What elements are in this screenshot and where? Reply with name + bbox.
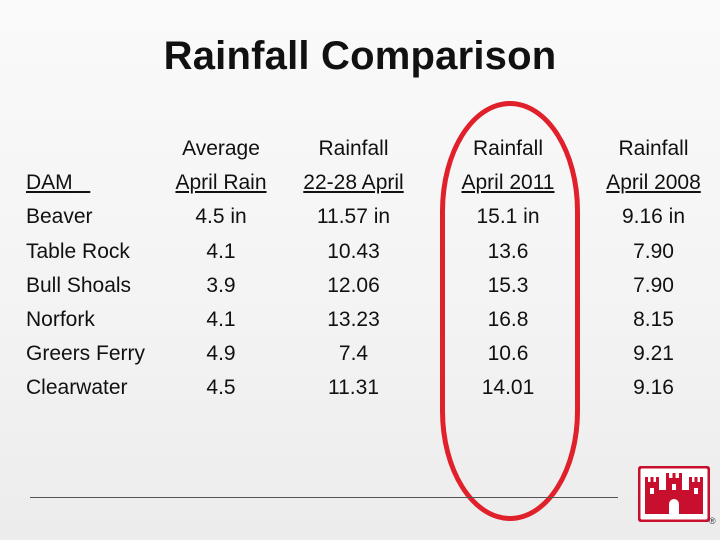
cell: 15.3 xyxy=(487,273,529,297)
cell: Bull Shoals xyxy=(26,273,132,297)
cell: 9.16 xyxy=(633,376,674,400)
column-rainfall-april-2008: Rainfall April 2008 9.16 in 7.90 7.90 8.… xyxy=(596,132,711,406)
header-line-1: Rainfall xyxy=(318,137,389,160)
column-dam: DAM Beaver Table Rock Bull Shoals Norfor… xyxy=(26,132,176,406)
cell: 15.1 in xyxy=(476,205,540,229)
cell: 14.01 xyxy=(481,376,535,400)
header-line-2: April Rain xyxy=(175,171,267,195)
cell: 10.6 xyxy=(487,342,529,366)
rainfall-table: DAM Beaver Table Rock Bull Shoals Norfor… xyxy=(26,132,716,402)
castle-icon xyxy=(638,466,710,522)
cell: Beaver xyxy=(26,205,93,229)
column-average-april: Average April Rain 4.5 in 4.1 3.9 4.1 4.… xyxy=(166,132,276,406)
cell: 12.06 xyxy=(327,273,380,297)
cell: 13.6 xyxy=(487,239,529,263)
cell: 4.1 xyxy=(206,239,236,263)
header-line-1: Rainfall xyxy=(618,137,689,160)
cell: 4.5 in xyxy=(195,205,247,229)
column-rainfall-22-28-april: Rainfall 22-28 April 11.57 in 10.43 12.0… xyxy=(291,132,416,406)
cell: Greers Ferry xyxy=(26,342,146,366)
cell: 4.5 xyxy=(206,376,236,400)
cell: 11.31 xyxy=(328,376,379,400)
cell: Clearwater xyxy=(26,376,128,400)
header-line-2: DAM xyxy=(26,171,73,195)
footer-divider xyxy=(30,497,618,498)
highlight-ellipse xyxy=(440,101,580,521)
cell: 9.21 xyxy=(633,342,674,366)
cell: 11.57 in xyxy=(316,205,391,229)
header-line-1 xyxy=(26,132,176,166)
header-line-1: Average xyxy=(182,137,260,160)
page-title: Rainfall Comparison xyxy=(163,34,557,78)
cell: 16.8 xyxy=(487,308,529,332)
cell: 4.1 xyxy=(206,308,236,332)
cell: 7.4 xyxy=(338,342,369,366)
header-line-2: 22-28 April xyxy=(303,171,404,195)
cell: Table Rock xyxy=(26,239,130,263)
cell: Norfork xyxy=(26,308,95,332)
cell: 7.90 xyxy=(633,239,674,263)
cell: 7.90 xyxy=(633,273,674,297)
registered-mark: ® xyxy=(709,516,716,526)
cell: 10.43 xyxy=(327,239,380,263)
header-line-2: April 2008 xyxy=(606,171,701,195)
cell: 8.15 xyxy=(633,308,674,332)
cell: 9.16 in xyxy=(621,205,686,229)
cell: 3.9 xyxy=(206,273,236,297)
cell: 4.9 xyxy=(206,342,236,366)
cell: 13.23 xyxy=(327,308,380,332)
header-line-2: April 2011 xyxy=(461,171,555,195)
column-rainfall-april-2011: Rainfall April 2011 15.1 in 13.6 15.3 16… xyxy=(449,132,567,406)
